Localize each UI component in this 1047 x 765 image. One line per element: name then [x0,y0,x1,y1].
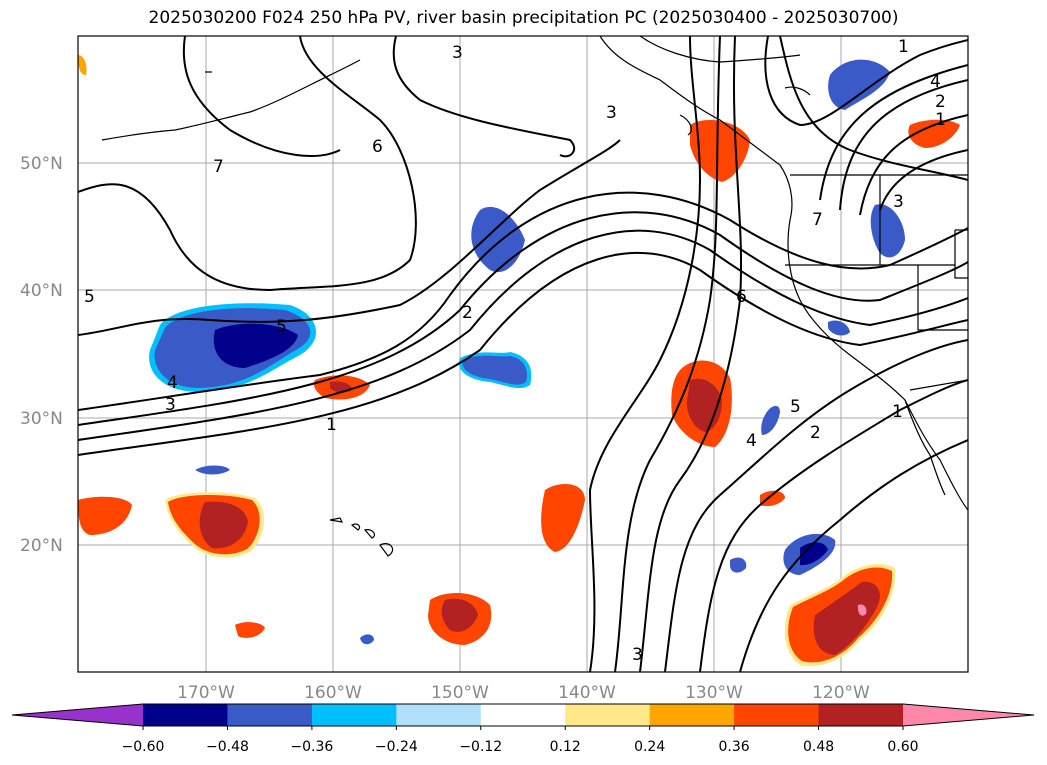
colorbar-segment [649,704,735,726]
colorbar-tick-label: −0.24 [375,739,418,755]
lon-label: 140°W [558,683,616,703]
colorbar-extend-low [12,704,143,726]
colorbar: −0.60 −0.48 −0.36 −0.24 −0.12 0.12 0.24 0.36 0.4… [11,703,1035,755]
contour-label: 3 [452,43,463,63]
lon-label: 130°W [685,683,743,703]
contour-label: 1 [892,402,903,422]
colorbar-tick-label: −0.48 [206,739,249,755]
contour-label: 5 [84,287,95,307]
lat-label: 20°N [20,536,63,556]
colorbar-tick-label: 0.36 [719,739,750,755]
contour-label: 6 [736,287,747,307]
contour-label: 6 [372,137,383,157]
coastlines [101,36,968,557]
colorbar-tick-label: 0.48 [803,739,834,755]
contour-label: 3 [165,395,176,415]
colorbar-segment [818,704,904,726]
lon-label: 160°W [304,683,362,703]
contour-label: 7 [812,210,823,230]
contour-label: 3 [632,645,643,665]
contour-label: 5 [276,317,287,337]
colorbar-tick-label: 0.12 [550,739,581,755]
map-border [77,35,969,673]
lon-label: 170°W [177,683,235,703]
contour-label: 1 [898,37,909,57]
colorbar-segment [734,704,820,726]
contour-labels: 7 6 5 5 4 3 1 2 3 6 5 4 2 1 1 4 2 1 3 3 … [84,37,946,665]
lat-label: 50°N [20,154,63,174]
colorbar-tick-label: 0.24 [634,739,665,755]
map-title: 2025030200 F024 250 hPa PV, river basin … [148,8,899,28]
lon-label: 150°W [431,683,489,703]
negative-anomaly-regions [149,59,905,645]
contour-label: 4 [930,72,941,92]
pv-contours [78,36,968,672]
contour-label: 5 [790,397,801,417]
lon-label: 120°W [812,683,870,703]
colorbar-extend-high [903,704,1034,726]
contour-label: 2 [810,423,821,443]
lat-label: 40°N [20,281,63,301]
colorbar-tick-label: −0.36 [290,739,333,755]
map-content: 7 6 5 5 4 3 1 2 3 6 5 4 2 1 1 4 2 1 3 3 … [78,36,968,672]
contour-label: 2 [935,92,946,112]
colorbar-tick-label: −0.12 [459,739,502,755]
colorbar-segment [143,704,228,726]
colorbar-segment [480,704,566,726]
longitude-labels: 170°W 160°W 150°W 140°W 130°W 120°W [177,683,870,703]
contour-label: 2 [462,303,473,323]
contour-label: 1 [326,415,337,435]
positive-anomaly-regions [78,55,960,667]
contour-label: 7 [213,157,224,177]
colorbar-segment [565,704,651,726]
contour-label: 3 [893,192,904,212]
contour-label: 3 [606,103,617,123]
colorbar-tick-label: −0.60 [122,739,165,755]
colorbar-tick-label: 0.60 [887,739,918,755]
contour-label: 1 [935,110,946,130]
lat-label: 30°N [20,409,63,429]
contour-label: 4 [746,431,757,451]
colorbar-segment [396,704,482,726]
colorbar-segment [311,704,397,726]
contour-label: 4 [167,373,178,393]
colorbar-segment [227,704,313,726]
latitude-labels: 50°N 40°N 30°N 20°N [20,154,63,556]
